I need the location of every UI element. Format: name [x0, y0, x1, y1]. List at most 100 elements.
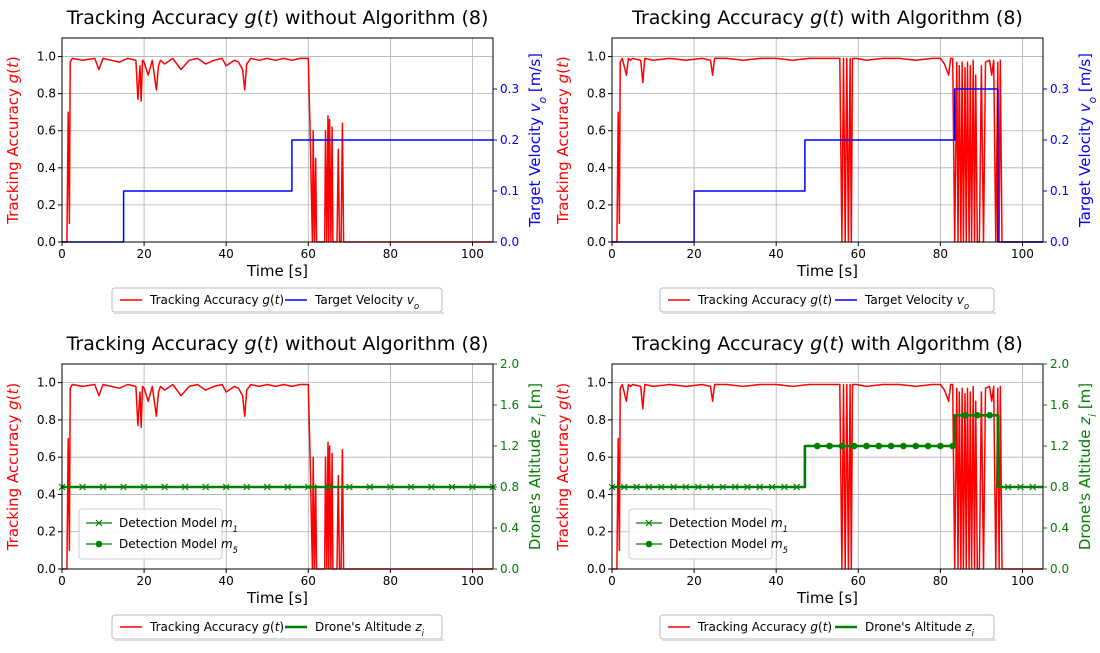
- y-right-tick-label: 1.6: [1050, 398, 1069, 412]
- y-left-tick-label: 0.0: [37, 562, 56, 576]
- y-right-tick-label: 0.0: [1050, 562, 1069, 576]
- marker-x: [780, 483, 788, 491]
- y-right-axis-label: Target Velocity vo [m/s]: [526, 53, 549, 228]
- x-axis-label: Time [s]: [246, 589, 308, 607]
- marker-x: [1029, 483, 1037, 491]
- marker-x: [243, 483, 251, 491]
- x-tick-label: 0: [608, 574, 616, 588]
- chart-title: Tracking Accuracy g(t) with Algorithm (8…: [631, 333, 1023, 355]
- marker-x: [645, 483, 653, 491]
- y-left-tick-label: 0.2: [37, 525, 56, 539]
- x-tick-label: 60: [301, 247, 316, 261]
- marker-x: [694, 483, 702, 491]
- x-tick-label: 40: [769, 574, 784, 588]
- y-right-tick-label: 0.1: [1050, 184, 1069, 198]
- marker-x: [181, 483, 189, 491]
- chart-title: Tracking Accuracy g(t) without Algorithm…: [66, 333, 489, 355]
- y-right-tick-label: 0.8: [500, 480, 519, 494]
- y-left-axis-label: Tracking Accuracy g(t): [4, 383, 22, 552]
- legend-marker-circle: [645, 540, 653, 548]
- y-right-axis-label: Drone's Altitude zi [m]: [526, 383, 549, 550]
- y-left-tick-label: 0.0: [587, 562, 606, 576]
- y-left-tick-label: 0.2: [587, 525, 606, 539]
- marker-x: [79, 483, 86, 491]
- y-left-tick-label: 0.4: [587, 487, 606, 501]
- legend-marker-circle: [95, 540, 103, 548]
- x-tick-label: 40: [219, 574, 234, 588]
- marker-x: [682, 483, 690, 491]
- y-left-tick-label: 0.6: [587, 450, 606, 464]
- y-left-tick-label: 0.2: [37, 198, 56, 212]
- marker-x: [469, 483, 476, 491]
- chart-panel-4: 0 20 40 60 80 100 0.0 0.2 0.4 0.6 0.8 1.0 0.0 0.4 0.8 1…: [554, 333, 1099, 641]
- marker-circle: [813, 442, 821, 450]
- x-tick-label: 80: [933, 574, 948, 588]
- marker-x: [1004, 483, 1012, 491]
- marker-x: [407, 483, 415, 491]
- inner-legend: [628, 508, 773, 560]
- y-right-tick-label: 0.2: [1050, 133, 1069, 147]
- marker-x: [670, 483, 677, 491]
- series-line: [62, 383, 493, 570]
- marker-x: [202, 483, 210, 491]
- y-left-tick-label: 0.6: [37, 450, 56, 464]
- y-left-tick-label: 1.0: [37, 50, 56, 64]
- marker-x: [386, 483, 394, 491]
- marker-x: [222, 483, 230, 491]
- series-line: [612, 57, 1043, 243]
- y-left-tick-label: 0.6: [587, 124, 606, 138]
- y-left-tick-label: 0.6: [37, 124, 56, 138]
- marker-x: [366, 483, 374, 491]
- marker-circle: [961, 411, 969, 419]
- marker-x: [620, 483, 628, 491]
- x-tick-label: 80: [933, 247, 948, 261]
- marker-x: [731, 483, 739, 491]
- y-left-tick-label: 0.2: [587, 198, 606, 212]
- x-axis-label: Time [s]: [796, 589, 858, 607]
- y-left-tick-label: 0.4: [587, 161, 606, 175]
- chart-title: Tracking Accuracy g(t) with Algorithm (8…: [631, 7, 1023, 29]
- marker-circle: [850, 442, 858, 450]
- y-right-axis-label: Drone's Altitude zi [m]: [1076, 383, 1099, 550]
- x-tick-label: 0: [58, 574, 66, 588]
- y-right-tick-label: 0.0: [1050, 235, 1069, 249]
- inner-legend-label: Detection Model m5: [669, 537, 788, 555]
- series-line: [62, 57, 493, 243]
- y-right-tick-label: 1.6: [500, 398, 519, 412]
- y-right-tick-label: 0.4: [1050, 521, 1069, 535]
- y-right-tick-label: 2.0: [500, 357, 519, 371]
- marker-circle: [875, 442, 883, 450]
- chart-title: Tracking Accuracy g(t) without Algorithm…: [66, 7, 489, 29]
- x-tick-label: 20: [686, 247, 701, 261]
- inner-legend-label: Detection Model m5: [119, 537, 238, 555]
- inner-legend-label: Detection Model m1: [119, 516, 238, 534]
- legend-marker-x: [645, 519, 653, 527]
- marker-x: [756, 483, 764, 491]
- marker-x: [284, 483, 292, 491]
- marker-circle: [838, 442, 846, 450]
- legend-label: Tracking Accuracy g(t): [149, 293, 284, 307]
- marker-x: [325, 483, 333, 491]
- y-left-tick-label: 0.0: [587, 235, 606, 249]
- x-tick-label: 20: [686, 574, 701, 588]
- marker-x: [744, 483, 751, 491]
- marker-x: [657, 483, 665, 491]
- y-right-tick-label: 0.4: [500, 521, 519, 535]
- x-tick-label: 100: [461, 247, 484, 261]
- chart-panel-3: 0 20 40 60 80 100 0.0 0.2 0.4 0.6 0.8 1.0 0.0 0.4 0.8 1…: [4, 333, 549, 641]
- x-tick-label: 100: [1011, 247, 1034, 261]
- marker-x: [263, 483, 271, 491]
- y-left-tick-label: 0.4: [37, 487, 56, 501]
- y-left-tick-label: 0.0: [37, 235, 56, 249]
- marker-x: [448, 483, 456, 491]
- x-axis-label: Time [s]: [246, 262, 308, 280]
- legend-label: Tracking Accuracy g(t): [149, 620, 284, 634]
- y-right-tick-label: 0.0: [500, 235, 519, 249]
- legend-label: Tracking Accuracy g(t): [697, 620, 832, 634]
- x-tick-label: 40: [219, 247, 234, 261]
- x-tick-label: 20: [136, 574, 151, 588]
- marker-x: [120, 483, 127, 491]
- y-right-tick-label: 0.3: [1050, 82, 1069, 96]
- marker-circle: [924, 442, 932, 450]
